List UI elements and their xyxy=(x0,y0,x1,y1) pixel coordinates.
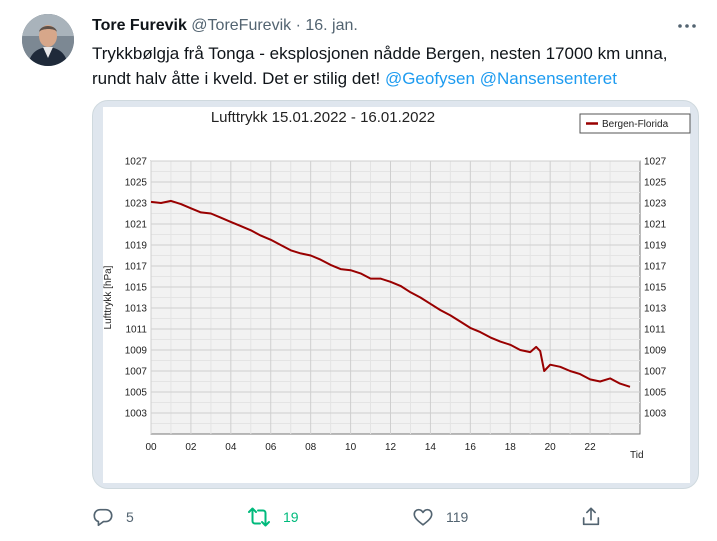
avatar[interactable] xyxy=(22,14,74,66)
meta-separator: · xyxy=(295,17,301,34)
y-tick-label: 1013 xyxy=(125,304,148,315)
y-tick-label-right: 1013 xyxy=(644,304,667,315)
y-tick-label-right: 1007 xyxy=(644,367,667,378)
y-tick-label-right: 1025 xyxy=(644,178,667,189)
x-tick-label: 20 xyxy=(545,442,557,453)
tweet-date[interactable]: 16. jan. xyxy=(305,17,358,34)
tweet-header: Tore Furevik @ToreFurevik · 16. jan. xyxy=(92,15,358,37)
y-tick-label: 1009 xyxy=(125,346,148,357)
like-icon xyxy=(413,508,433,526)
y-tick-label-right: 1027 xyxy=(644,157,667,168)
y-tick-label-right: 1003 xyxy=(644,409,667,420)
tweet-media[interactable]: Lufttrykk 15.01.2022 - 16.01.2022 Bergen… xyxy=(92,100,699,489)
y-tick-label: 1023 xyxy=(125,199,148,210)
y-tick-label: 1019 xyxy=(125,241,148,252)
y-tick-label-right: 1019 xyxy=(644,241,667,252)
chart-legend: Bergen-Florida xyxy=(579,113,691,134)
x-tick-label: 08 xyxy=(305,442,317,453)
y-tick-label-right: 1005 xyxy=(644,388,667,399)
author-name[interactable]: Tore Furevik xyxy=(92,17,187,34)
tweet-actions: 5 19 119 xyxy=(92,505,704,529)
y-tick-label: 1027 xyxy=(125,157,148,168)
legend-box xyxy=(579,113,691,134)
x-axis-label: Tid xyxy=(630,450,644,461)
x-tick-label: 10 xyxy=(345,442,357,453)
chart-grid xyxy=(150,160,640,434)
y-tick-label-right: 1017 xyxy=(644,262,667,273)
y-tick-label-right: 1011 xyxy=(644,325,666,336)
x-axis: 00 02 04 06 08 10 12 14 16 18 20 22 xyxy=(145,442,596,453)
y-tick-label: 1015 xyxy=(125,283,148,294)
chart-title: Lufttrykk 15.01.2022 - 16.01.2022 xyxy=(211,109,435,126)
y-tick-label: 1025 xyxy=(125,178,148,189)
x-tick-label: 14 xyxy=(425,442,437,453)
x-tick-label: 12 xyxy=(385,442,397,453)
mention-geofysen[interactable]: @Geofysen xyxy=(384,69,475,88)
y-tick-label: 1017 xyxy=(125,262,148,273)
legend-entry: Bergen-Florida xyxy=(602,119,669,130)
y-tick-label-right: 1015 xyxy=(644,283,667,294)
y-axis-left: 1003 1005 1007 1009 1011 1013 1015 1017 1019 1021… xyxy=(125,157,148,420)
mention-nansensenteret[interactable]: @Nansensenteret xyxy=(479,69,617,88)
reply-count: 5 xyxy=(126,509,134,525)
like-count: 119 xyxy=(446,509,469,525)
y-tick-label: 1011 xyxy=(125,325,147,336)
x-tick-label: 00 xyxy=(145,442,157,453)
y-tick-label-right: 1021 xyxy=(644,220,667,231)
chart-grid-minor xyxy=(151,161,640,434)
x-tick-label: 04 xyxy=(225,442,237,453)
share-icon xyxy=(582,507,600,526)
series-layer xyxy=(150,199,631,388)
reply-icon xyxy=(93,508,113,527)
y-tick-label: 1003 xyxy=(125,409,148,420)
tweet-text: Trykkbølgja frå Tonga - eksplosjonen nåd… xyxy=(92,41,704,91)
retweet-count: 19 xyxy=(283,509,299,525)
y-tick-label: 1005 xyxy=(125,388,148,399)
reply-button[interactable]: 5 xyxy=(92,505,134,529)
tweet-body: Trykkbølgja frå Tonga - eksplosjonen nåd… xyxy=(92,44,668,88)
x-tick-label: 02 xyxy=(185,442,197,453)
y-tick-label: 1021 xyxy=(125,220,148,231)
share-button[interactable] xyxy=(580,505,602,529)
more-button[interactable] xyxy=(675,18,699,34)
pressure-chart: Lufttrykk 15.01.2022 - 16.01.2022 Bergen… xyxy=(103,107,691,483)
more-icon xyxy=(678,24,696,28)
retweet-button[interactable]: 19 xyxy=(247,505,299,529)
y-axis-label: Lufttrykk [hPa] xyxy=(103,265,114,329)
series-line-bergen-florida xyxy=(150,199,631,388)
y-tick-label-right: 1023 xyxy=(644,199,667,210)
x-tick-label: 06 xyxy=(265,442,277,453)
y-axis-right: 1003 1005 1007 1009 1011 1013 1015 1017 1019 1021… xyxy=(644,157,667,420)
y-tick-label: 1007 xyxy=(125,367,148,378)
author-handle[interactable]: @ToreFurevik xyxy=(191,17,292,34)
x-tick-label: 18 xyxy=(505,442,517,453)
y-tick-label-right: 1009 xyxy=(644,346,667,357)
like-button[interactable]: 119 xyxy=(412,505,468,529)
x-tick-label: 22 xyxy=(585,442,597,453)
x-tick-label: 16 xyxy=(465,442,477,453)
retweet-icon xyxy=(248,507,270,527)
